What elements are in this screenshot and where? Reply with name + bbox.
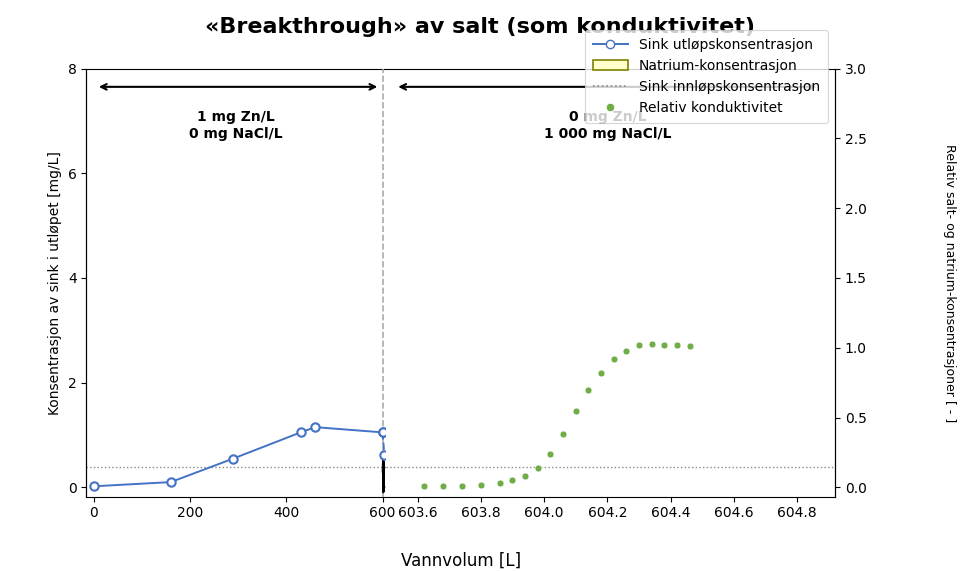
Text: Vannvolum [L]: Vannvolum [L] (400, 551, 521, 569)
Legend: Sink utløpskonsentrasjon, Natrium-konsentrasjon, Sink innløpskonsentrasjon, Rela: Sink utløpskonsentrasjon, Natrium-konsen… (585, 30, 828, 123)
Y-axis label: Konsentrasjon av sink i utløpet [mg/L]: Konsentrasjon av sink i utløpet [mg/L] (48, 151, 62, 415)
Text: 1 mg Zn/L
0 mg NaCl/L: 1 mg Zn/L 0 mg NaCl/L (189, 110, 282, 140)
Text: «Breakthrough» av salt (som konduktivitet): «Breakthrough» av salt (som konduktivite… (205, 17, 755, 37)
Y-axis label: Relativ salt- og natrium-konsentrasjoner [ - ]: Relativ salt- og natrium-konsentrasjoner… (944, 143, 956, 422)
Text: 0 mg Zn/L
1 000 mg NaCl/L: 0 mg Zn/L 1 000 mg NaCl/L (543, 110, 671, 140)
